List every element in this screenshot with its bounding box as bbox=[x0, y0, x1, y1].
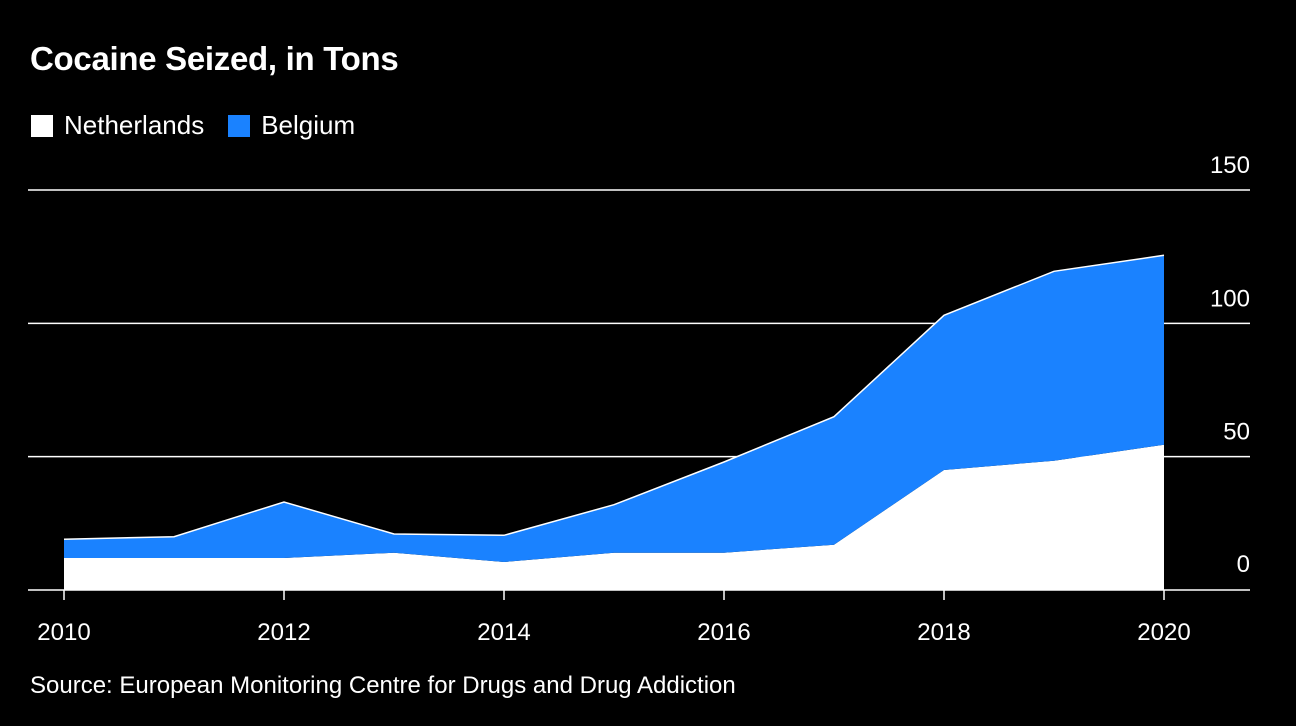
area-layer bbox=[63, 254, 1165, 590]
legend-item-netherlands: Netherlands bbox=[31, 110, 204, 141]
y-tick-label: 150 bbox=[1210, 152, 1250, 179]
y-tick-label: 0 bbox=[1237, 551, 1250, 578]
x-tick-label: 2016 bbox=[697, 619, 750, 646]
x-tick-label: 2012 bbox=[257, 619, 310, 646]
x-tick-label: 2020 bbox=[1137, 619, 1190, 646]
area-belgium bbox=[64, 255, 1164, 563]
legend-swatch-belgium bbox=[228, 114, 251, 137]
legend-item-belgium: Belgium bbox=[228, 110, 355, 141]
legend-label-belgium: Belgium bbox=[261, 110, 356, 140]
y-tick-label: 50 bbox=[1223, 419, 1250, 446]
x-tick-label: 2010 bbox=[37, 619, 90, 646]
x-tick-label: 2018 bbox=[917, 619, 970, 646]
legend-swatch-netherlands bbox=[31, 114, 53, 137]
x-tick-label: 2014 bbox=[477, 619, 530, 646]
line-total-outline bbox=[63, 254, 1165, 541]
source-note: Source: European Monitoring Centre for D… bbox=[30, 672, 736, 699]
legend: Netherlands Belgium bbox=[31, 110, 379, 141]
area-netherlands bbox=[64, 444, 1164, 590]
chart-title: Cocaine Seized, in Tons bbox=[30, 40, 399, 77]
axis-layer: 0 50 100 150 2010 2012 2014 2016 2018 2020 bbox=[28, 152, 1250, 646]
legend-label-netherlands: Netherlands bbox=[64, 110, 205, 140]
y-tick-label: 100 bbox=[1210, 285, 1250, 312]
